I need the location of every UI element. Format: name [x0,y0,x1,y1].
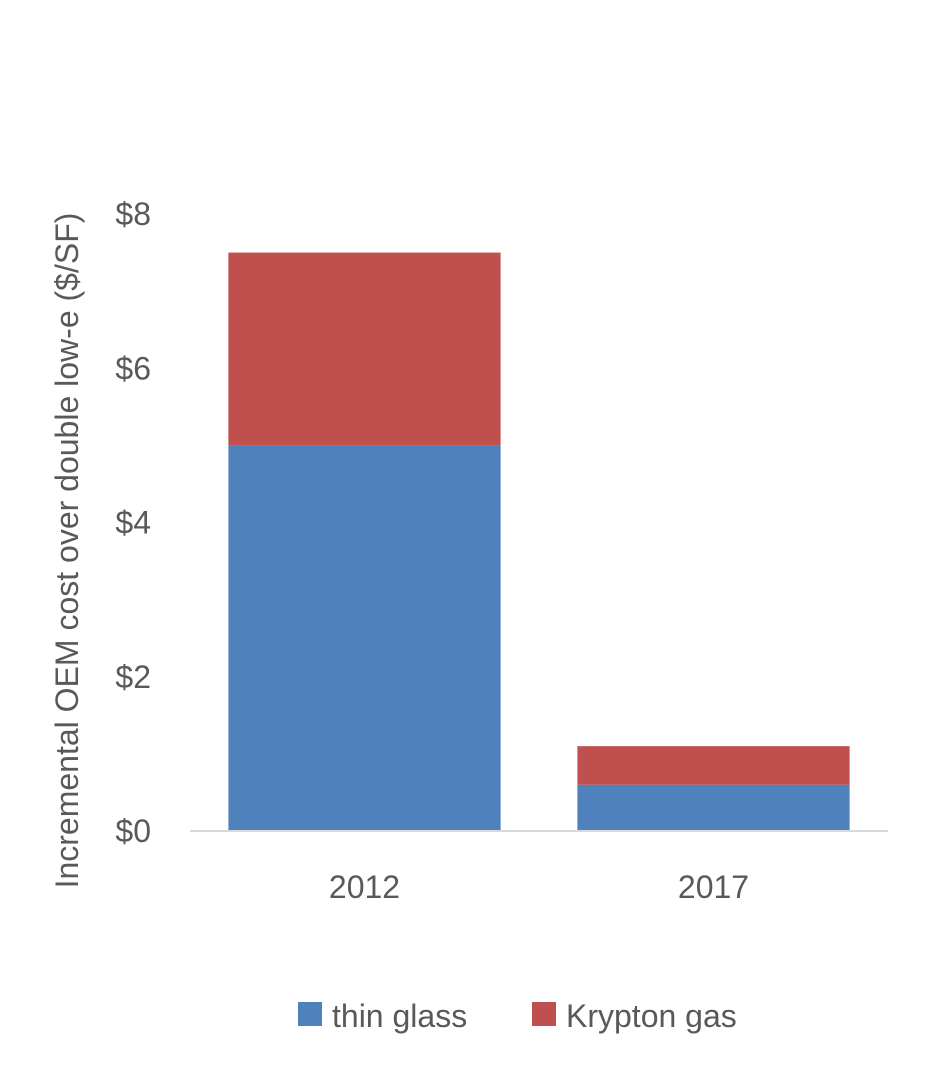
y-tick-label: $0 [115,813,151,849]
bar-krypton-gas-2017 [577,746,850,785]
bar-krypton-gas-2012 [228,252,501,446]
bar-thin-glass-2017 [577,784,850,831]
x-axis-labels: 2012 2017 [329,869,749,905]
y-tick-label: $8 [115,196,151,232]
legend: thin glass Krypton gas [298,998,737,1034]
bar-thin-glass-2012 [228,445,501,831]
y-axis-ticks: $0 $2 $4 $6 $8 [115,196,151,849]
bars [228,252,850,831]
y-tick-label: $2 [115,659,151,695]
y-tick-label: $4 [115,505,151,541]
y-tick-label: $6 [115,350,151,386]
legend-label: thin glass [332,998,467,1034]
legend-swatch [532,1002,556,1026]
legend-label: Krypton gas [566,998,737,1034]
legend-swatch [298,1002,322,1026]
x-tick-label: 2012 [329,869,400,905]
y-axis-title: Incremental OEM cost over double low-e (… [49,213,85,889]
x-tick-label: 2017 [678,869,749,905]
